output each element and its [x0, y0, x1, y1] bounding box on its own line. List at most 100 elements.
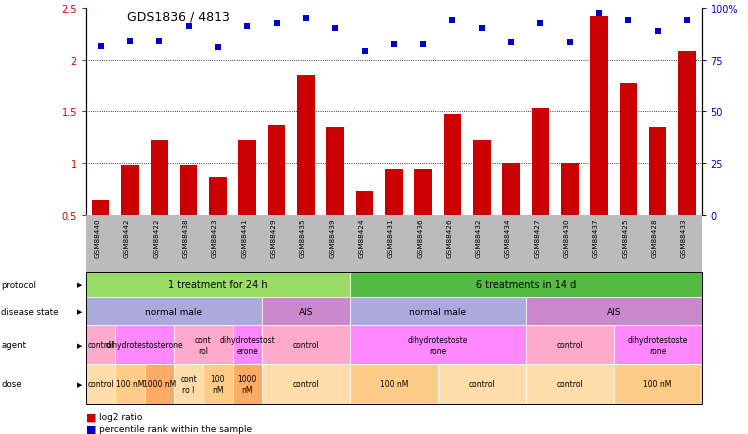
- Point: [95, 43, 107, 50]
- Bar: [180, 166, 197, 267]
- Text: GSM88437: GSM88437: [593, 218, 599, 257]
- Point: [212, 45, 224, 52]
- Text: GSM88442: GSM88442: [124, 218, 130, 257]
- Bar: [92, 200, 109, 267]
- Text: dihydrotestost
erone: dihydrotestost erone: [219, 335, 275, 355]
- Text: ■: ■: [86, 424, 100, 434]
- Bar: [121, 166, 139, 267]
- Bar: [619, 84, 637, 267]
- Text: GSM88423: GSM88423: [212, 218, 218, 257]
- Text: GSM88422: GSM88422: [153, 218, 159, 257]
- Text: GSM88430: GSM88430: [564, 218, 570, 257]
- Point: [534, 21, 546, 28]
- Bar: [678, 52, 696, 267]
- Text: control: control: [88, 380, 114, 388]
- Text: GSM88441: GSM88441: [242, 218, 248, 257]
- Text: GDS1836 / 4813: GDS1836 / 4813: [127, 11, 230, 24]
- Text: dihydrotestosterone: dihydrotestosterone: [105, 341, 183, 349]
- Text: cont
rol: cont rol: [195, 335, 212, 355]
- Text: control: control: [88, 341, 114, 349]
- Point: [505, 39, 517, 46]
- Bar: [649, 128, 666, 267]
- Point: [124, 38, 136, 45]
- Text: GSM88435: GSM88435: [300, 218, 306, 257]
- Point: [593, 10, 605, 17]
- Point: [183, 24, 194, 31]
- Text: dose: dose: [1, 380, 22, 388]
- Bar: [414, 169, 432, 267]
- Text: 6 treatments in 14 d: 6 treatments in 14 d: [476, 280, 576, 289]
- Text: dihydrotestoste
rone: dihydrotestoste rone: [628, 335, 688, 355]
- Point: [358, 49, 370, 56]
- Bar: [473, 141, 491, 267]
- Text: control: control: [557, 341, 583, 349]
- Text: GSM88440: GSM88440: [95, 218, 101, 257]
- Text: 1 treatment for 24 h: 1 treatment for 24 h: [168, 280, 268, 289]
- Point: [417, 41, 429, 48]
- Bar: [268, 126, 285, 267]
- Point: [153, 38, 165, 45]
- Bar: [561, 164, 578, 267]
- Text: GSM88436: GSM88436: [417, 218, 423, 257]
- Text: GSM88424: GSM88424: [358, 218, 364, 257]
- Text: percentile rank within the sample: percentile rank within the sample: [99, 424, 253, 434]
- Text: GSM88434: GSM88434: [505, 218, 511, 257]
- Point: [622, 18, 634, 25]
- Text: GSM88427: GSM88427: [534, 218, 540, 257]
- Text: GSM88426: GSM88426: [447, 218, 453, 257]
- Text: ▶: ▶: [77, 309, 82, 314]
- Bar: [590, 17, 608, 267]
- Text: GSM88431: GSM88431: [387, 218, 393, 257]
- Bar: [444, 114, 462, 267]
- Text: 1000
nM: 1000 nM: [238, 375, 257, 394]
- Point: [329, 26, 341, 33]
- Text: protocol: protocol: [1, 280, 37, 289]
- Point: [300, 16, 312, 23]
- Text: dihydrotestoste
rone: dihydrotestoste rone: [408, 335, 468, 355]
- Text: ▶: ▶: [77, 282, 82, 288]
- Point: [387, 41, 399, 48]
- Bar: [150, 141, 168, 267]
- Text: AIS: AIS: [298, 307, 313, 316]
- Bar: [503, 164, 520, 267]
- Point: [564, 39, 576, 46]
- Text: 100 nM: 100 nM: [116, 380, 144, 388]
- Text: ▶: ▶: [77, 381, 82, 387]
- Text: ▶: ▶: [77, 342, 82, 348]
- Bar: [239, 141, 256, 267]
- Bar: [356, 192, 373, 267]
- Text: control: control: [292, 341, 319, 349]
- Text: GSM88429: GSM88429: [271, 218, 277, 257]
- Point: [271, 21, 283, 28]
- Text: cont
ro l: cont ro l: [180, 375, 197, 394]
- Text: control: control: [292, 380, 319, 388]
- Text: GSM88425: GSM88425: [622, 218, 628, 257]
- Text: agent: agent: [1, 341, 26, 349]
- Text: normal male: normal male: [145, 307, 203, 316]
- Point: [652, 28, 663, 35]
- Text: log2 ratio: log2 ratio: [99, 412, 143, 421]
- Text: ■: ■: [86, 411, 100, 421]
- Text: normal male: normal male: [409, 307, 466, 316]
- Bar: [532, 109, 549, 267]
- Bar: [297, 76, 315, 267]
- Text: control: control: [557, 380, 583, 388]
- Text: 1000 nM: 1000 nM: [143, 380, 176, 388]
- Point: [681, 18, 693, 25]
- Point: [242, 24, 254, 31]
- Bar: [326, 128, 344, 267]
- Text: control: control: [468, 380, 495, 388]
- Text: disease state: disease state: [1, 307, 59, 316]
- Bar: [385, 169, 402, 267]
- Text: GSM88433: GSM88433: [681, 218, 687, 257]
- Text: 100 nM: 100 nM: [643, 380, 672, 388]
- Text: AIS: AIS: [607, 307, 621, 316]
- Text: 100
nM: 100 nM: [211, 375, 225, 394]
- Text: GSM88439: GSM88439: [329, 218, 335, 257]
- Bar: [209, 178, 227, 267]
- Text: GSM88432: GSM88432: [476, 218, 482, 257]
- Point: [476, 26, 488, 33]
- Text: GSM88428: GSM88428: [652, 218, 657, 257]
- Text: GSM88438: GSM88438: [183, 218, 188, 257]
- Text: 100 nM: 100 nM: [380, 380, 408, 388]
